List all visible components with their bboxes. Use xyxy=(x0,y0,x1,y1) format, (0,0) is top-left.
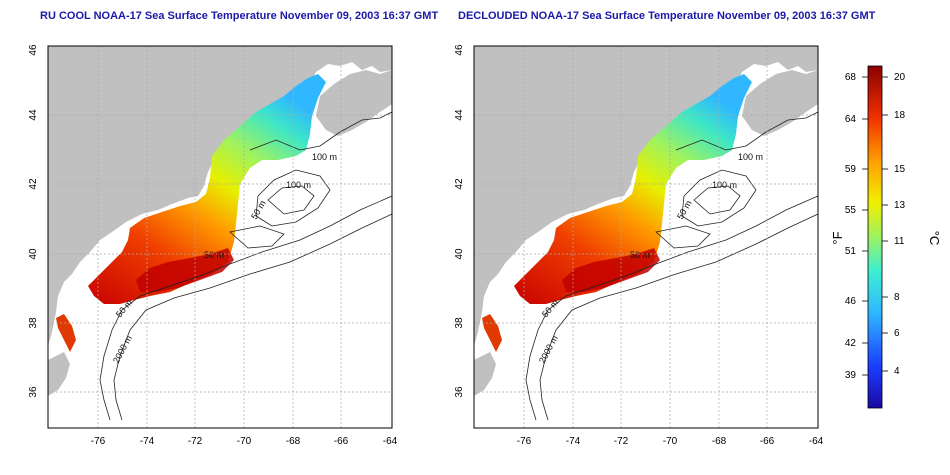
left-map-panel: 100 m 100 m 50 m 50 m 50 m 2000 m 46 44 … xyxy=(28,44,398,447)
lat-tick: 44 xyxy=(28,109,39,121)
colorbar: 68 64 59 55 51 46 42 39 20 18 15 13 11 8… xyxy=(830,65,942,409)
f-tick: 46 xyxy=(845,296,857,307)
land-mass-south xyxy=(474,352,496,396)
lat-tick: 40 xyxy=(28,248,39,260)
contour-label: 100 m xyxy=(286,180,311,190)
land-mass-south xyxy=(48,352,70,396)
f-tick: 42 xyxy=(845,338,857,349)
contour-label: 100 m xyxy=(312,152,337,162)
lon-tick: -76 xyxy=(91,436,106,447)
depth-contours xyxy=(525,111,819,421)
c-tick: 15 xyxy=(894,164,906,175)
lon-tick: -66 xyxy=(334,436,349,447)
celsius-label: °C xyxy=(927,231,942,246)
lon-tick: -64 xyxy=(809,436,824,447)
lon-tick: -70 xyxy=(237,436,252,447)
land-mass xyxy=(48,46,392,346)
fahrenheit-label: °F xyxy=(830,231,845,244)
depth-contours xyxy=(99,111,393,421)
right-map-panel: 100 m 100 m 50 m 50 m 50 m 2000 m 46 44 … xyxy=(454,44,824,447)
c-tick: 20 xyxy=(894,72,906,83)
right-map-title: DECLOUDED NOAA-17 Sea Surface Temperatur… xyxy=(458,10,876,22)
sst-warm-core xyxy=(562,248,660,292)
left-map-title: RU COOL NOAA-17 Sea Surface Temperature … xyxy=(40,10,439,22)
c-tick: 18 xyxy=(894,110,906,121)
map-frame xyxy=(47,45,393,429)
lon-tick: -66 xyxy=(760,436,775,447)
lat-tick: 40 xyxy=(454,248,465,260)
nova-scotia xyxy=(316,70,392,136)
sst-warm-core xyxy=(136,248,234,292)
lon-tick: -74 xyxy=(140,436,155,447)
lat-tick: 46 xyxy=(28,44,39,56)
f-tick: 39 xyxy=(845,370,857,381)
land-mass xyxy=(474,46,818,346)
lon-tick: -76 xyxy=(517,436,532,447)
f-tick: 59 xyxy=(845,164,857,175)
nova-scotia xyxy=(742,70,818,136)
lat-tick: 38 xyxy=(28,317,39,329)
lat-tick: 36 xyxy=(28,386,39,398)
contour-label: 100 m xyxy=(738,152,763,162)
lat-tick: 42 xyxy=(454,178,465,190)
f-tick: 64 xyxy=(845,114,857,125)
colorbar-gradient xyxy=(867,65,883,409)
sst-delaware xyxy=(482,314,502,352)
sst-delaware xyxy=(56,314,76,352)
lon-tick: -74 xyxy=(566,436,581,447)
map-grid xyxy=(48,46,392,428)
lon-tick: -68 xyxy=(286,436,301,447)
c-tick: 4 xyxy=(894,366,900,377)
contour-label: 50 m xyxy=(630,250,650,260)
c-tick: 11 xyxy=(894,236,905,247)
contour-label: 50 m xyxy=(204,250,224,260)
f-tick: 51 xyxy=(845,246,857,257)
lon-tick: -70 xyxy=(663,436,678,447)
c-tick: 8 xyxy=(894,292,900,303)
lon-tick: -72 xyxy=(614,436,629,447)
sst-data xyxy=(514,74,752,304)
contour-label: 100 m xyxy=(712,180,737,190)
lon-tick: -68 xyxy=(712,436,727,447)
lat-tick: 42 xyxy=(28,178,39,190)
c-tick: 13 xyxy=(894,200,906,211)
f-tick: 68 xyxy=(845,72,857,83)
c-tick: 6 xyxy=(894,328,900,339)
map-frame xyxy=(473,45,819,429)
lon-tick: -72 xyxy=(188,436,203,447)
sst-data xyxy=(88,74,326,304)
lat-tick: 38 xyxy=(454,317,465,329)
lat-tick: 44 xyxy=(454,109,465,121)
lon-tick: -64 xyxy=(383,436,398,447)
map-grid xyxy=(474,46,818,428)
lat-tick: 36 xyxy=(454,386,465,398)
lat-tick: 46 xyxy=(454,44,465,56)
f-tick: 55 xyxy=(845,205,857,216)
